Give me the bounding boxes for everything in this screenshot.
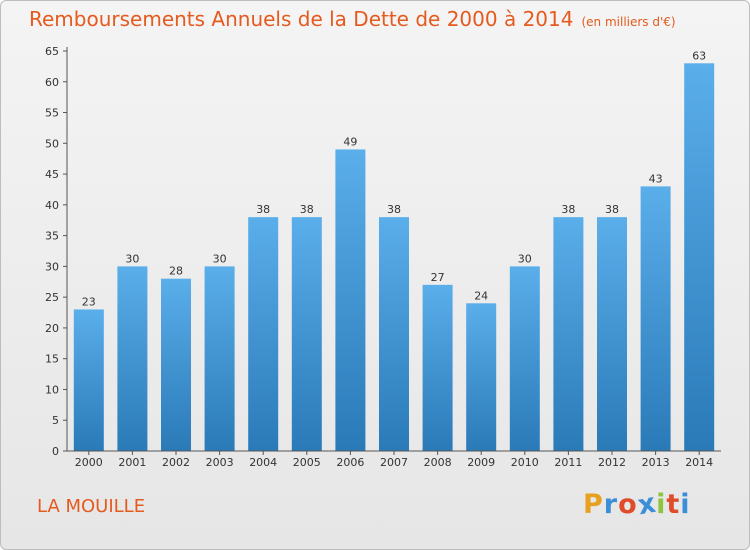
- y-tick-label: 60: [45, 76, 59, 89]
- chart-title-text: Remboursements Annuels de la Dette de 20…: [29, 7, 574, 31]
- bar-2011: [553, 217, 584, 451]
- bar-2008: [422, 284, 453, 451]
- data-label-2005: 38: [300, 203, 314, 216]
- x-tick-label-2011: 2011: [554, 456, 582, 469]
- x-tick-label-2013: 2013: [642, 456, 670, 469]
- commune-name: LA MOUILLE: [37, 496, 146, 517]
- bar-2010: [509, 266, 540, 451]
- data-label-2004: 38: [256, 203, 270, 216]
- x-tick-label-2001: 2001: [118, 456, 146, 469]
- logo-letter: i: [680, 489, 691, 520]
- x-tick-label-2005: 2005: [293, 456, 321, 469]
- data-label-2000: 23: [82, 295, 96, 308]
- x-tick-label-2010: 2010: [511, 456, 539, 469]
- data-label-2003: 30: [213, 252, 227, 265]
- data-label-2008: 27: [431, 271, 445, 284]
- bar-2002: [161, 278, 191, 451]
- data-label-2002: 28: [169, 265, 183, 278]
- y-tick-label: 15: [45, 353, 59, 366]
- x-tick-label-2012: 2012: [598, 456, 626, 469]
- bar-2006: [335, 149, 366, 451]
- chart-subtitle: (en milliers d'€): [581, 15, 676, 29]
- bar-2014: [684, 63, 715, 452]
- data-label-2009: 24: [474, 289, 488, 302]
- logo-letter: P: [583, 489, 604, 520]
- y-tick-label: 30: [45, 260, 59, 273]
- x-tick-label-2003: 2003: [206, 456, 234, 469]
- y-tick-label: 65: [45, 45, 59, 58]
- bar-2007: [379, 217, 409, 451]
- y-tick-label: 5: [52, 414, 59, 427]
- y-tick-label: 25: [45, 291, 59, 304]
- data-label-2013: 43: [649, 172, 663, 185]
- chart-title: Remboursements Annuels de la Dette de 20…: [29, 7, 676, 31]
- y-tick-label: 40: [45, 199, 59, 212]
- data-label-2014: 63: [692, 49, 706, 62]
- x-tick-label-2000: 2000: [75, 456, 103, 469]
- bar-2013: [640, 186, 671, 451]
- bar-2004: [248, 217, 279, 451]
- data-label-2007: 38: [387, 203, 401, 216]
- x-tick-label-2014: 2014: [685, 456, 713, 469]
- y-tick-label: 55: [45, 107, 59, 120]
- bar-2012: [597, 217, 627, 451]
- bar-2009: [466, 303, 497, 451]
- logo-letter: i: [656, 489, 667, 520]
- y-tick-label: 20: [45, 322, 59, 335]
- x-tick-label-2004: 2004: [249, 456, 277, 469]
- logo-letter: t: [666, 489, 681, 520]
- bar-2005: [291, 217, 322, 451]
- data-label-2011: 38: [561, 203, 575, 216]
- proxiti-logo[interactable]: Proxiti: [583, 488, 691, 522]
- x-tick-label-2002: 2002: [162, 456, 190, 469]
- y-tick-label: 10: [45, 383, 59, 396]
- x-tick-label-2007: 2007: [380, 456, 408, 469]
- logo-letter: o: [618, 489, 638, 520]
- data-label-2012: 38: [605, 203, 619, 216]
- bar-2003: [204, 266, 235, 451]
- y-tick-label: 35: [45, 230, 59, 243]
- y-tick-label: 0: [52, 445, 59, 458]
- data-label-2010: 30: [518, 252, 532, 265]
- y-tick-label: 45: [45, 168, 59, 181]
- bar-2001: [117, 266, 148, 451]
- data-label-2006: 49: [343, 135, 357, 148]
- data-label-2001: 30: [125, 252, 139, 265]
- x-tick-label-2008: 2008: [424, 456, 452, 469]
- x-tick-label-2006: 2006: [336, 456, 364, 469]
- y-tick-label: 50: [45, 137, 59, 150]
- x-tick-label-2009: 2009: [467, 456, 495, 469]
- bar-2000: [73, 309, 104, 451]
- logo-letter: r: [603, 489, 619, 520]
